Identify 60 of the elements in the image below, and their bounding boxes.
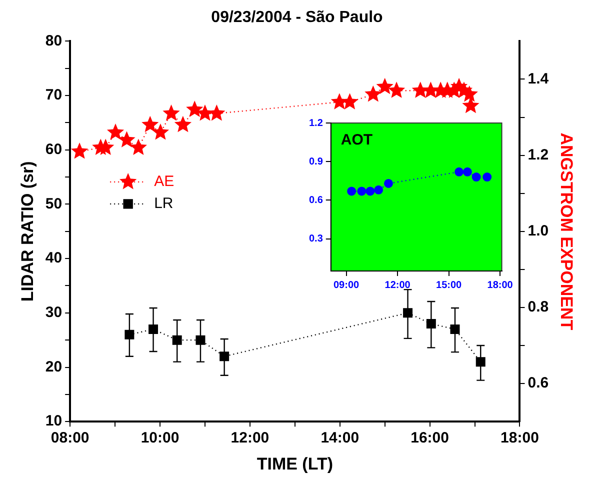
x-tick-label: 14:00: [320, 430, 360, 447]
point: [454, 167, 464, 176]
x-tick-label: 10:00: [140, 430, 180, 447]
point: [476, 357, 486, 367]
point: [118, 131, 136, 148]
legend-label: LR: [154, 195, 174, 212]
y-tick-label: 20: [45, 358, 62, 376]
point: [174, 116, 192, 132]
y2-axis-title: ANGSTROM EXPONENT: [557, 132, 576, 331]
y2-tick-label: 1.4: [528, 70, 550, 88]
y2-tick-label: 1.2: [528, 146, 549, 164]
x-tick-label: 18:00: [500, 430, 539, 447]
x-tick-label: 12:00: [384, 280, 411, 291]
point: [364, 85, 382, 102]
point: [374, 185, 384, 194]
point: [462, 96, 480, 114]
y-tick-label: 1.2: [308, 118, 324, 129]
point: [142, 116, 159, 132]
x-tick-label: 16:00: [410, 430, 450, 447]
y2-tick-label: 1.0: [528, 222, 549, 240]
y-tick-label: 50: [45, 195, 62, 212]
x-tick-label: 15:00: [436, 280, 462, 291]
text: AOT: [340, 132, 373, 149]
point: [130, 138, 147, 155]
point: [70, 142, 88, 159]
y-tick-label: 60: [45, 141, 62, 158]
chart-title: 09/23/2004 - São Paulo: [211, 9, 384, 26]
x-axis-title: TIME (LT): [256, 454, 333, 474]
x-tick-label: 08:00: [50, 430, 90, 447]
point: [106, 123, 124, 140]
point: [482, 172, 492, 182]
point: [152, 123, 170, 140]
point: [357, 186, 366, 196]
x-tick-label: 18:00: [487, 280, 514, 291]
y2-tick-label: 0.8: [528, 298, 549, 316]
x-tick-label: 12:00: [230, 430, 270, 447]
y-axis-title: LIDAR RATIO (sr): [18, 161, 37, 302]
point: [347, 186, 356, 196]
point: [462, 167, 472, 176]
point: [384, 178, 393, 188]
y2-tick-label: 0.6: [528, 374, 549, 392]
x-tick-label: 09:00: [333, 280, 360, 291]
point: [388, 82, 406, 98]
point: [472, 172, 481, 182]
point: [366, 186, 375, 196]
point: [376, 78, 394, 94]
legend-label: AE: [154, 173, 174, 190]
point: [172, 335, 182, 345]
y-tick-label: 0.9: [308, 156, 324, 168]
y-tick-label: 40: [45, 250, 62, 267]
y-tick-label: 70: [45, 86, 62, 104]
point: [186, 100, 204, 117]
y-tick-label: 10: [45, 412, 62, 430]
y-tick-label: 0.3: [308, 234, 324, 245]
y-tick-label: 30: [45, 304, 62, 322]
y-tick-label: 80: [45, 32, 62, 50]
point: [124, 330, 134, 340]
point: [196, 335, 206, 345]
y-tick-label: 0.6: [308, 194, 324, 206]
point: [162, 104, 180, 121]
